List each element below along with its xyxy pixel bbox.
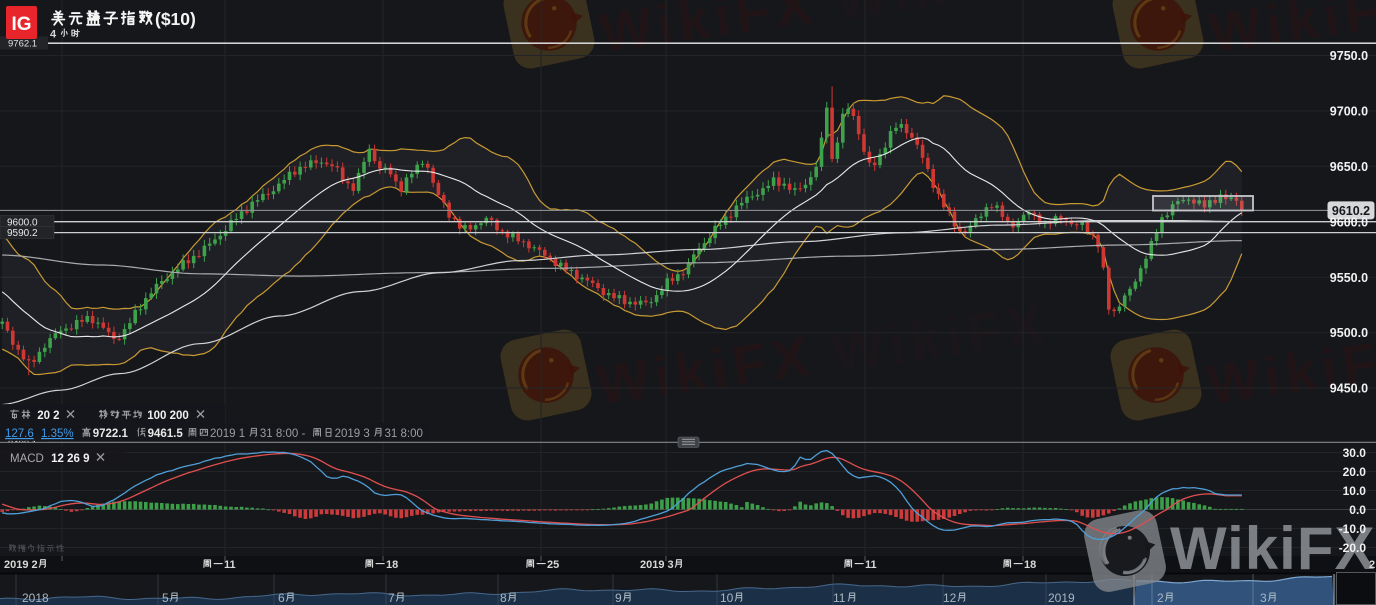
svg-text:9700.0: 9700.0 bbox=[1330, 105, 1368, 119]
svg-text:IG: IG bbox=[11, 14, 31, 35]
svg-text:9762.1: 9762.1 bbox=[8, 39, 37, 50]
svg-text:9750.0: 9750.0 bbox=[1330, 49, 1368, 63]
svg-text:9461.5: 9461.5 bbox=[148, 428, 184, 440]
svg-text:30.0: 30.0 bbox=[1343, 446, 1367, 460]
svg-text:7: 7 bbox=[388, 591, 395, 605]
svg-text:9610.2: 9610.2 bbox=[1332, 204, 1370, 218]
svg-text:9590.2: 9590.2 bbox=[7, 228, 38, 239]
svg-text:9: 9 bbox=[615, 591, 622, 605]
svg-text:5: 5 bbox=[162, 591, 169, 605]
svg-text:18: 18 bbox=[1024, 559, 1036, 571]
svg-text:127.6: 127.6 bbox=[5, 428, 34, 440]
svg-text:31 8:00: 31 8:00 bbox=[385, 428, 423, 440]
svg-text:25: 25 bbox=[547, 559, 559, 571]
svg-text:1.35%: 1.35% bbox=[41, 428, 74, 440]
svg-text:9500.0: 9500.0 bbox=[1330, 326, 1368, 340]
svg-text:11: 11 bbox=[833, 591, 846, 605]
svg-text:MACD: MACD bbox=[10, 453, 44, 465]
svg-text:12 26 9: 12 26 9 bbox=[51, 453, 89, 465]
svg-text:31 8:00 -: 31 8:00 - bbox=[260, 428, 306, 440]
svg-text:10.0: 10.0 bbox=[1343, 484, 1367, 498]
svg-text:8: 8 bbox=[500, 591, 507, 605]
svg-text:9600.0: 9600.0 bbox=[7, 217, 38, 228]
svg-text:9450.0: 9450.0 bbox=[1330, 382, 1368, 396]
svg-text:2: 2 bbox=[1369, 559, 1375, 571]
svg-text:3: 3 bbox=[1260, 591, 1267, 605]
svg-text:20.0: 20.0 bbox=[1343, 465, 1367, 479]
svg-text:2019 1: 2019 1 bbox=[210, 428, 245, 440]
svg-text:-20.0: -20.0 bbox=[1339, 541, 1367, 555]
svg-text:20 2: 20 2 bbox=[37, 410, 59, 422]
svg-text:WikiFX: WikiFX bbox=[1170, 515, 1375, 582]
svg-text:9550.0: 9550.0 bbox=[1330, 271, 1368, 285]
svg-text:2019 3: 2019 3 bbox=[335, 428, 370, 440]
svg-text:6: 6 bbox=[278, 591, 285, 605]
svg-text:18: 18 bbox=[386, 559, 398, 571]
svg-text:100 200: 100 200 bbox=[147, 410, 189, 422]
svg-text:($10): ($10) bbox=[155, 9, 196, 29]
svg-text:10: 10 bbox=[720, 591, 734, 605]
svg-text:11: 11 bbox=[865, 559, 877, 571]
svg-text:9600.0: 9600.0 bbox=[1330, 215, 1368, 229]
svg-text:2: 2 bbox=[1157, 591, 1164, 605]
svg-text:12: 12 bbox=[943, 591, 957, 605]
svg-text:-10.0: -10.0 bbox=[1339, 522, 1367, 536]
svg-text:2019 2: 2019 2 bbox=[4, 559, 38, 571]
svg-text:2019 3: 2019 3 bbox=[640, 559, 674, 571]
svg-text:4: 4 bbox=[50, 29, 57, 41]
svg-text:2018: 2018 bbox=[22, 591, 49, 605]
svg-text:9650.0: 9650.0 bbox=[1330, 160, 1368, 174]
svg-text:0.0: 0.0 bbox=[1349, 503, 1366, 517]
svg-text:11: 11 bbox=[224, 559, 236, 571]
svg-text:9722.1: 9722.1 bbox=[93, 428, 129, 440]
svg-text:2019: 2019 bbox=[1048, 591, 1075, 605]
